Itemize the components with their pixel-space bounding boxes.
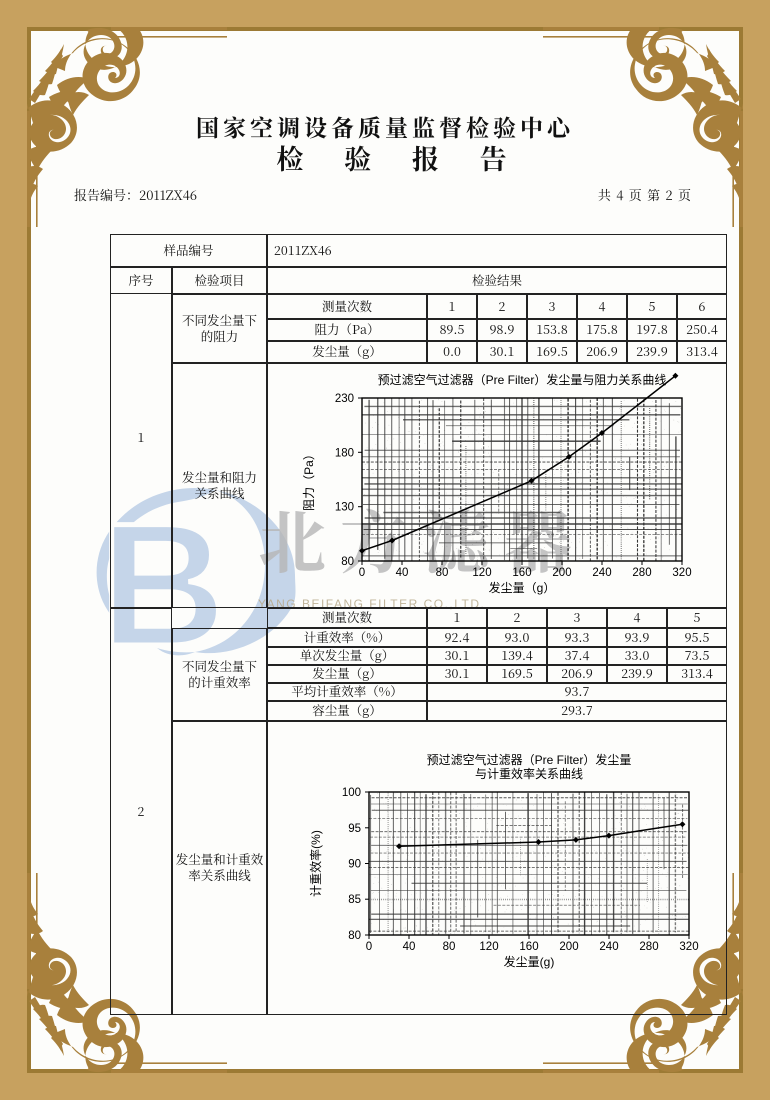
svg-text:90: 90 [348, 859, 361, 871]
svg-text:130: 130 [335, 502, 354, 514]
svg-text:0: 0 [366, 941, 372, 953]
svg-text:预过滤空气过滤器（Pre Filter）发尘量与阻力关系曲线: 预过滤空气过滤器（Pre Filter）发尘量与阻力关系曲线 [378, 372, 667, 387]
svg-text:95: 95 [348, 823, 361, 835]
svg-text:240: 240 [599, 941, 618, 953]
svg-text:阻力（Pa）: 阻力（Pa） [302, 448, 316, 511]
svg-text:80: 80 [443, 941, 456, 953]
svg-text:320: 320 [672, 567, 691, 579]
svg-text:0: 0 [359, 567, 365, 579]
svg-text:240: 240 [592, 567, 611, 579]
svg-text:120: 120 [479, 941, 498, 953]
svg-text:80: 80 [436, 567, 449, 579]
svg-text:200: 200 [559, 941, 578, 953]
svg-text:发尘量(g): 发尘量(g) [504, 954, 555, 969]
svg-text:280: 280 [632, 567, 651, 579]
svg-text:200: 200 [552, 567, 571, 579]
svg-text:180: 180 [335, 447, 354, 459]
svg-text:计重效率(%): 计重效率(%) [308, 830, 323, 897]
svg-text:80: 80 [348, 930, 361, 942]
svg-text:160: 160 [512, 567, 531, 579]
svg-text:40: 40 [403, 941, 416, 953]
svg-text:160: 160 [519, 941, 538, 953]
svg-text:280: 280 [639, 941, 658, 953]
svg-text:80: 80 [341, 556, 354, 568]
svg-text:40: 40 [396, 567, 409, 579]
svg-text:100: 100 [342, 787, 361, 799]
svg-text:85: 85 [348, 894, 361, 906]
svg-text:120: 120 [472, 567, 491, 579]
svg-text:230: 230 [335, 393, 354, 405]
svg-text:发尘量（g）: 发尘量（g） [489, 580, 556, 595]
svg-text:与计重效率关系曲线: 与计重效率关系曲线 [475, 766, 583, 781]
svg-text:320: 320 [679, 941, 698, 953]
svg-text:预过滤空气过滤器（Pre Filter）发尘量: 预过滤空气过滤器（Pre Filter）发尘量 [427, 752, 632, 767]
